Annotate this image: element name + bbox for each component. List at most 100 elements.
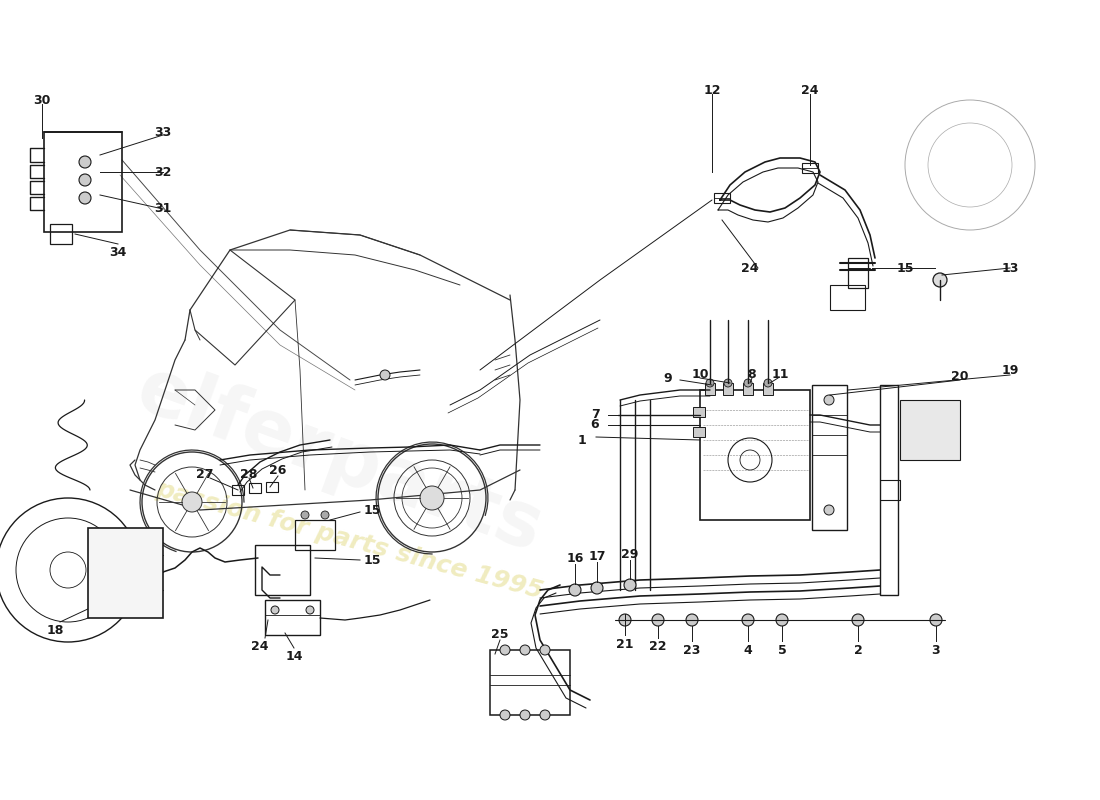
- Bar: [50, 224, 72, 244]
- Text: 6: 6: [591, 418, 600, 431]
- Circle shape: [824, 505, 834, 515]
- Text: 19: 19: [1001, 365, 1019, 378]
- Circle shape: [764, 379, 772, 387]
- Text: 17: 17: [588, 550, 606, 562]
- Bar: [490, 650, 570, 715]
- Bar: [249, 483, 261, 493]
- Text: 5: 5: [778, 643, 786, 657]
- Circle shape: [706, 379, 714, 387]
- Text: 10: 10: [691, 369, 708, 382]
- Text: 14: 14: [285, 650, 303, 662]
- Circle shape: [500, 710, 510, 720]
- Bar: [812, 385, 847, 530]
- Bar: [88, 528, 163, 618]
- Bar: [880, 385, 898, 595]
- Bar: [848, 258, 868, 288]
- Bar: [723, 383, 733, 395]
- Circle shape: [500, 645, 510, 655]
- Circle shape: [520, 710, 530, 720]
- Text: 1: 1: [578, 434, 586, 446]
- Text: 15: 15: [363, 554, 381, 566]
- Bar: [830, 285, 865, 310]
- Text: 16: 16: [566, 551, 584, 565]
- Bar: [693, 407, 705, 417]
- Bar: [295, 520, 336, 550]
- Circle shape: [930, 614, 942, 626]
- Text: 2: 2: [854, 643, 862, 657]
- Text: 4: 4: [744, 643, 752, 657]
- Circle shape: [321, 511, 329, 519]
- Text: 15: 15: [363, 503, 381, 517]
- Text: 32: 32: [154, 166, 172, 178]
- Text: 29: 29: [621, 547, 639, 561]
- Bar: [255, 545, 310, 595]
- Circle shape: [379, 370, 390, 380]
- Bar: [802, 163, 818, 173]
- Circle shape: [569, 584, 581, 596]
- Bar: [742, 383, 754, 395]
- Text: 34: 34: [109, 246, 126, 258]
- Circle shape: [619, 614, 631, 626]
- Text: 21: 21: [616, 638, 634, 650]
- Circle shape: [90, 603, 100, 613]
- Text: passion for parts since 1995: passion for parts since 1995: [154, 477, 547, 603]
- Circle shape: [624, 579, 636, 591]
- Text: 25: 25: [492, 627, 508, 641]
- Circle shape: [420, 486, 444, 510]
- Circle shape: [271, 606, 279, 614]
- Text: elferparts: elferparts: [126, 352, 553, 568]
- Text: 24: 24: [801, 83, 818, 97]
- Text: 7: 7: [591, 409, 600, 422]
- Text: 3: 3: [932, 643, 940, 657]
- Circle shape: [933, 273, 947, 287]
- Circle shape: [306, 606, 313, 614]
- Text: 9: 9: [663, 371, 672, 385]
- Circle shape: [90, 533, 100, 543]
- Bar: [714, 193, 730, 203]
- Bar: [693, 427, 705, 437]
- Text: 33: 33: [154, 126, 172, 138]
- Circle shape: [724, 379, 732, 387]
- Text: 26: 26: [270, 465, 287, 478]
- Circle shape: [652, 614, 664, 626]
- Circle shape: [742, 614, 754, 626]
- Circle shape: [79, 192, 91, 204]
- Text: 15: 15: [896, 262, 914, 274]
- Bar: [705, 383, 715, 395]
- Text: 31: 31: [154, 202, 172, 215]
- Bar: [266, 482, 278, 492]
- Circle shape: [520, 645, 530, 655]
- Text: 24: 24: [741, 262, 759, 274]
- Bar: [900, 400, 960, 460]
- Circle shape: [540, 645, 550, 655]
- Text: 23: 23: [683, 643, 701, 657]
- Bar: [265, 600, 320, 635]
- Circle shape: [540, 710, 550, 720]
- Text: 11: 11: [771, 369, 789, 382]
- Circle shape: [591, 582, 603, 594]
- Circle shape: [150, 603, 160, 613]
- Circle shape: [301, 511, 309, 519]
- Text: 12: 12: [703, 83, 720, 97]
- Circle shape: [150, 533, 160, 543]
- Circle shape: [79, 174, 91, 186]
- Bar: [763, 383, 773, 395]
- Text: 27: 27: [196, 467, 213, 481]
- Text: 22: 22: [649, 641, 667, 654]
- Text: 20: 20: [952, 370, 969, 382]
- Circle shape: [686, 614, 698, 626]
- Circle shape: [824, 395, 834, 405]
- Circle shape: [79, 156, 91, 168]
- Text: 8: 8: [748, 369, 757, 382]
- Bar: [232, 485, 244, 495]
- Text: 30: 30: [33, 94, 51, 106]
- Text: 13: 13: [1001, 262, 1019, 274]
- Circle shape: [776, 614, 788, 626]
- Circle shape: [182, 492, 202, 512]
- Text: 18: 18: [46, 623, 64, 637]
- Bar: [44, 132, 122, 232]
- Text: 28: 28: [240, 467, 257, 481]
- Text: 24: 24: [251, 639, 268, 653]
- Circle shape: [744, 379, 752, 387]
- Bar: [700, 390, 810, 520]
